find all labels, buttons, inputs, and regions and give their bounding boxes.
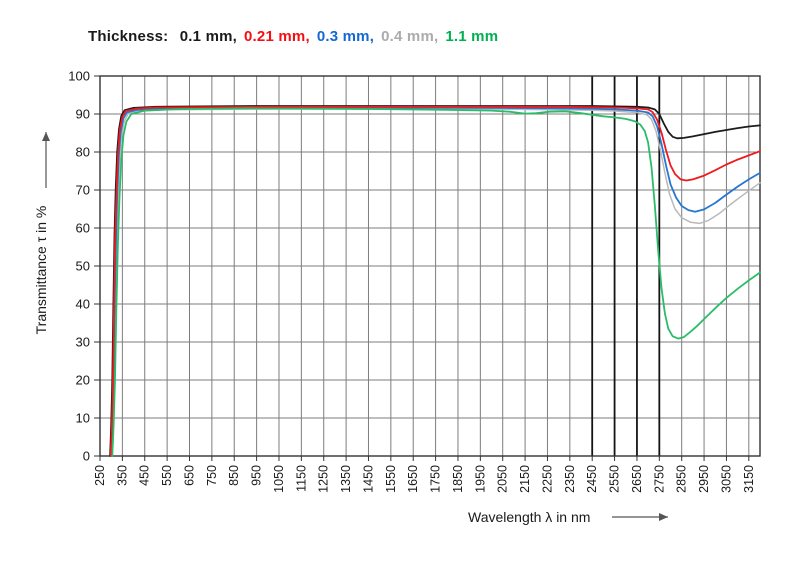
legend-item: 0.1 mm, [179,28,238,45]
legend-item: 0.21 mm, [244,28,310,45]
y-tick-label: 20 [76,373,90,388]
x-tick-label: 2150 [518,465,532,493]
y-axis-arrowhead-icon [42,132,50,141]
x-tick-label: 3150 [742,465,756,493]
y-tick-label: 60 [76,221,90,236]
curve-0-21-mm [109,105,761,457]
x-tick-label: 1350 [339,465,353,493]
x-tick-label: 1250 [317,465,331,493]
x-tick-label: 1550 [384,465,398,493]
x-tick-label: 2850 [675,465,689,493]
y-tick-label: 80 [76,145,90,160]
y-axis-title: Transmittance τ in % [33,206,49,335]
y-tick-label: 40 [76,297,90,312]
y-tick-label: 0 [83,449,90,464]
x-tick-label: 2750 [652,465,666,493]
x-tick-label: 1650 [406,465,420,493]
y-tick-label: 50 [76,259,90,274]
y-tick-label: 100 [68,69,90,84]
x-tick-label: 1750 [429,465,443,493]
x-tick-label: 2050 [496,465,510,493]
x-tick-label: 950 [250,465,264,486]
x-tick-label: 2350 [563,465,577,493]
x-axis-title: Wavelength λ in nm [468,509,590,525]
x-tick-label: 750 [205,465,219,486]
y-tick-label: 90 [76,107,90,122]
chart-title: Thickness: 0.1 mm, 0.21 mm, 0.3 mm, 0.4 mm,… [88,28,498,45]
x-tick-label: 1450 [361,465,375,493]
x-tick-label: 2950 [697,465,711,493]
x-tick-label: 350 [115,465,129,486]
x-tick-label: 450 [138,465,152,486]
legend-items: 0.1 mm, 0.21 mm, 0.3 mm, 0.4 mm, 1.1 mm [173,28,499,45]
y-tick-label: 70 [76,183,90,198]
legend-item: 0.3 mm, [316,28,375,45]
x-tick-label: 3050 [719,465,733,493]
x-tick-label: 250 [93,465,107,486]
x-tick-label: 1950 [473,465,487,493]
legend-item: 0.4 mm, [381,28,439,45]
x-tick-label: 650 [182,465,196,486]
x-axis-arrowhead-icon [659,513,668,521]
legend-item: 1.1 mm [445,28,499,45]
x-tick-label: 2250 [540,465,554,493]
legend-prefix: Thickness: [88,28,169,45]
x-tick-label: 2650 [630,465,644,493]
x-tick-label: 850 [227,465,241,486]
curve-1-1-mm [111,107,761,457]
curve-0-4-mm [110,107,761,457]
y-tick-label: 30 [76,335,90,350]
x-tick-label: 1150 [294,465,308,492]
x-tick-label: 2450 [585,465,599,493]
y-tick-label: 10 [76,411,90,426]
x-tick-label: 2550 [608,465,622,493]
x-tick-label: 1850 [451,465,465,493]
x-tick-label: 1050 [272,465,286,493]
x-tick-label: 550 [160,465,174,486]
